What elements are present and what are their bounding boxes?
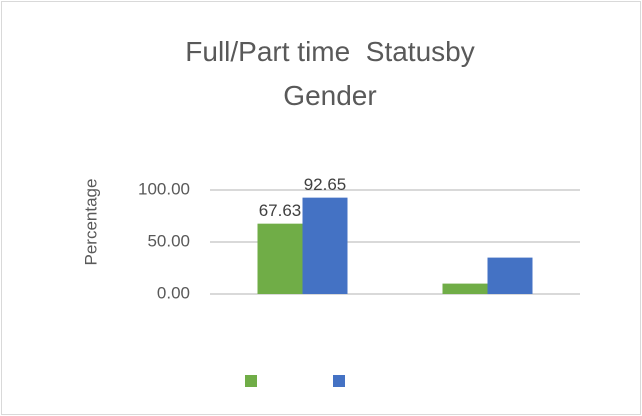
chart-title: Full/Part time Statusby Gender (185, 36, 483, 111)
bar (302, 197, 348, 294)
y-tick-label: 100.00 (138, 179, 190, 198)
legend-swatch (245, 375, 257, 387)
data-label: 92.65 (304, 175, 347, 194)
y-tick-label: 50.00 (147, 231, 190, 250)
data-label: 67.63 (259, 201, 302, 220)
legend-swatch (333, 375, 345, 387)
bar (442, 283, 488, 294)
y-tick-label: 0.00 (157, 283, 190, 302)
bar (257, 223, 303, 294)
bar (487, 257, 533, 294)
y-axis-label: Percentage (81, 179, 100, 266)
